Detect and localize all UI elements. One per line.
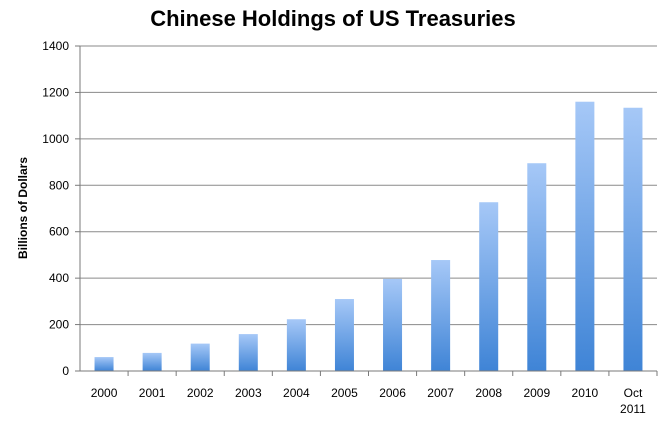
y-tick-label: 600 xyxy=(49,225,69,239)
x-tick-labels: 2000 2001 2002 2003 2004 2005 2006 2007 2008 2009… xyxy=(91,371,658,416)
bar-2001 xyxy=(142,352,162,371)
bar-2000 xyxy=(94,357,114,371)
y-tick-label: 1400 xyxy=(42,39,69,53)
x-tick-label: 2000 xyxy=(91,386,118,400)
gridlines xyxy=(75,45,657,372)
bar-2010 xyxy=(575,101,595,371)
x-tick-label: Oct 2011 xyxy=(620,386,646,416)
y-tick-label: 0 xyxy=(62,364,69,378)
bar-2003 xyxy=(238,334,258,371)
x-tick-label: 2008 xyxy=(475,386,502,400)
y-axis-label: Billions of Dollars xyxy=(16,157,30,259)
bar-2009 xyxy=(527,163,547,371)
x-tick-label: 2005 xyxy=(331,386,358,400)
x-tick-label: 2009 xyxy=(523,386,550,400)
chart-title: Chinese Holdings of US Treasuries xyxy=(150,6,516,31)
bars xyxy=(94,101,643,371)
x-tick-label: 2007 xyxy=(427,386,454,400)
y-tick-label: 1200 xyxy=(42,85,69,99)
x-tick-label: 2006 xyxy=(379,386,406,400)
bar-2004 xyxy=(286,319,306,371)
x-tick-label: 2002 xyxy=(187,386,214,400)
x-tick-label: 2004 xyxy=(283,386,310,400)
x-tick-label: 2003 xyxy=(235,386,262,400)
bar-2006 xyxy=(383,278,403,371)
bar-2008 xyxy=(479,202,499,371)
bar-2005 xyxy=(334,299,354,371)
y-tick-label: 800 xyxy=(49,178,69,192)
x-tick-label: 2001 xyxy=(139,386,166,400)
y-tick-label: 200 xyxy=(49,318,69,332)
bar-2007 xyxy=(431,260,451,371)
x-tick-label: 2010 xyxy=(572,386,599,400)
bar-2002 xyxy=(190,343,210,371)
bar-oct-2011 xyxy=(623,107,643,371)
y-tick-label: 1000 xyxy=(42,132,69,146)
y-tick-labels: 0 200 400 600 800 1000 1200 1400 xyxy=(42,39,69,378)
y-tick-label: 400 xyxy=(49,271,69,285)
